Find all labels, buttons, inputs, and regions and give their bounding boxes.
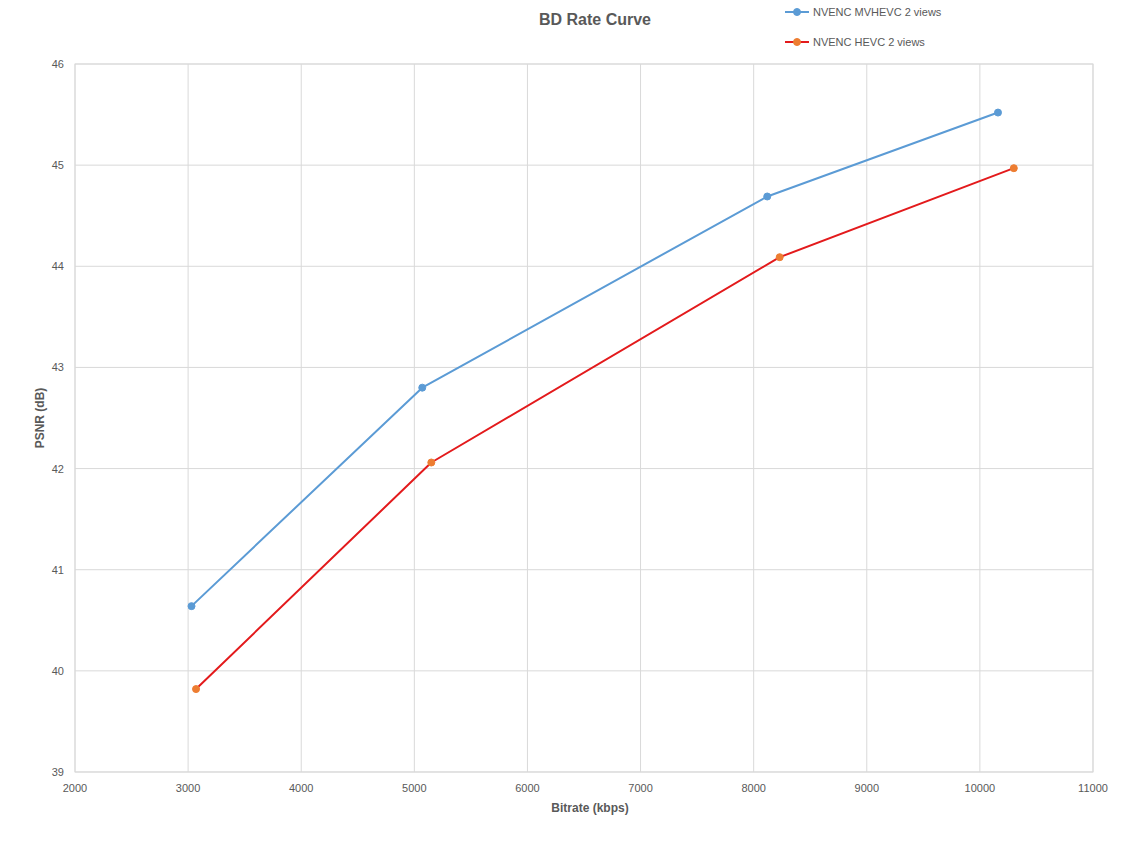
series-marker xyxy=(994,109,1001,116)
y-tick-label: 42 xyxy=(52,463,64,475)
y-tick-label: 41 xyxy=(52,564,64,576)
series-marker xyxy=(776,254,783,261)
series-line xyxy=(192,113,998,607)
y-grid-line xyxy=(75,670,1093,671)
legend-label: NVENC MVHEVC 2 views xyxy=(813,6,942,18)
y-tick-label: 45 xyxy=(52,159,64,171)
series-marker xyxy=(764,193,771,200)
x-grid-line xyxy=(640,64,641,772)
legend-marker xyxy=(794,39,801,46)
grid xyxy=(75,64,1093,772)
background xyxy=(0,0,1128,847)
y-grid-line xyxy=(75,266,1093,267)
x-grid-line xyxy=(866,64,867,772)
series-line xyxy=(196,168,1014,689)
x-tick-label: 9000 xyxy=(855,782,879,794)
x-tick-label: 2000 xyxy=(63,782,87,794)
x-tick-label: 11000 xyxy=(1078,782,1108,794)
x-tick-label: 5000 xyxy=(402,782,426,794)
y-grid-line xyxy=(75,468,1093,469)
x-tick-label: 6000 xyxy=(515,782,539,794)
x-tick-label: 7000 xyxy=(628,782,652,794)
legend-marker xyxy=(794,9,801,16)
legend-label: NVENC HEVC 2 views xyxy=(813,36,925,48)
x-tick-label: 4000 xyxy=(289,782,313,794)
y-tick-label: 44 xyxy=(52,260,64,272)
y-tick-label: 39 xyxy=(52,766,64,778)
x-grid-line xyxy=(414,64,415,772)
y-grid-line xyxy=(75,367,1093,368)
y-tick-label: 43 xyxy=(52,361,64,373)
x-grid-line xyxy=(301,64,302,772)
y-tick-label: 46 xyxy=(52,58,64,70)
plot-frame xyxy=(75,64,1093,772)
plot-area xyxy=(188,109,1017,693)
y-grid-line xyxy=(75,569,1093,570)
x-axis-label: Bitrate (kbps) xyxy=(551,801,628,815)
y-axis-label: PSNR (dB) xyxy=(33,388,47,449)
chart-title: BD Rate Curve xyxy=(539,11,651,28)
x-grid-line xyxy=(979,64,980,772)
series-marker xyxy=(193,686,200,693)
x-grid-line xyxy=(188,64,189,772)
x-tick-label: 8000 xyxy=(741,782,765,794)
series-marker xyxy=(428,459,435,466)
x-grid-line xyxy=(527,64,528,772)
series-marker xyxy=(188,603,195,610)
x-tick-label: 10000 xyxy=(965,782,996,794)
x-tick-label: 3000 xyxy=(176,782,200,794)
y-tick-label: 40 xyxy=(52,665,64,677)
y-grid-line xyxy=(75,165,1093,166)
x-grid-line xyxy=(753,64,754,772)
series-marker xyxy=(1010,165,1017,172)
series-marker xyxy=(419,384,426,391)
legend: NVENC MVHEVC 2 views NVENC HEVC 2 views xyxy=(785,6,942,48)
